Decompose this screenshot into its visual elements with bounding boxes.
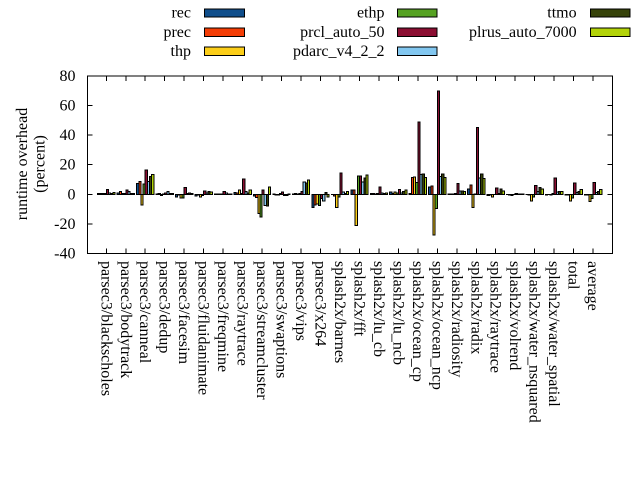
svg-text:parsec3/freqmine: parsec3/freqmine: [214, 261, 231, 372]
svg-text:total: total: [565, 261, 582, 290]
svg-text:parsec3/swaptions: parsec3/swaptions: [273, 261, 290, 378]
svg-text:60: 60: [60, 98, 76, 115]
svg-text:prec: prec: [163, 24, 191, 41]
svg-text:ttmo: ttmo: [547, 5, 576, 22]
svg-text:plrus_auto_7000: plrus_auto_7000: [469, 24, 577, 41]
svg-text:splash2x/volrend: splash2x/volrend: [506, 261, 523, 370]
svg-text:ethp: ethp: [357, 5, 385, 22]
svg-text:splash2x/barnes: splash2x/barnes: [331, 261, 348, 363]
svg-text:-40: -40: [54, 245, 75, 262]
svg-text:average: average: [584, 261, 601, 311]
svg-text:splash2x/fft: splash2x/fft: [350, 261, 367, 337]
svg-text:80: 80: [60, 68, 76, 85]
svg-text:-20: -20: [54, 216, 75, 233]
svg-text:runtime overhead: runtime overhead: [14, 108, 31, 220]
svg-text:parsec3/streamcluster: parsec3/streamcluster: [253, 261, 270, 400]
svg-text:splash2x/raytrace: splash2x/raytrace: [487, 261, 504, 373]
svg-text:(percent): (percent): [32, 135, 49, 193]
svg-text:pdarc_v4_2_2: pdarc_v4_2_2: [293, 43, 385, 60]
svg-text:parsec3/raytrace: parsec3/raytrace: [234, 261, 251, 366]
svg-text:splash2x/lu_ncb: splash2x/lu_ncb: [389, 261, 406, 365]
svg-text:40: 40: [60, 127, 76, 144]
svg-text:splash2x/radiosity: splash2x/radiosity: [448, 261, 465, 377]
svg-text:thp: thp: [171, 43, 191, 60]
svg-text:parsec3/dedup: parsec3/dedup: [156, 261, 173, 353]
svg-text:splash2x/ocean_ncp: splash2x/ocean_ncp: [428, 261, 445, 390]
svg-text:parsec3/bodytrack: parsec3/bodytrack: [117, 261, 134, 378]
svg-text:splash2x/lu_cb: splash2x/lu_cb: [370, 261, 387, 357]
svg-text:20: 20: [60, 157, 76, 174]
svg-text:splash2x/water_spatial: splash2x/water_spatial: [545, 261, 562, 407]
svg-text:splash2x/radix: splash2x/radix: [467, 261, 484, 354]
svg-text:parsec3/blackscholes: parsec3/blackscholes: [97, 261, 114, 396]
svg-text:parsec3/canneal: parsec3/canneal: [136, 261, 153, 364]
svg-text:parsec3/x264: parsec3/x264: [311, 261, 328, 346]
svg-text:splash2x/ocean_cp: splash2x/ocean_cp: [409, 261, 426, 382]
svg-text:rec: rec: [171, 5, 191, 22]
svg-text:0: 0: [68, 186, 76, 203]
svg-text:parsec3/facesim: parsec3/facesim: [175, 261, 192, 365]
svg-text:splash2x/water_nsquared: splash2x/water_nsquared: [526, 261, 543, 423]
svg-text:parsec3/fluidanimate: parsec3/fluidanimate: [195, 261, 212, 395]
svg-text:prcl_auto_50: prcl_auto_50: [300, 24, 384, 41]
svg-text:parsec3/vips: parsec3/vips: [292, 261, 309, 341]
